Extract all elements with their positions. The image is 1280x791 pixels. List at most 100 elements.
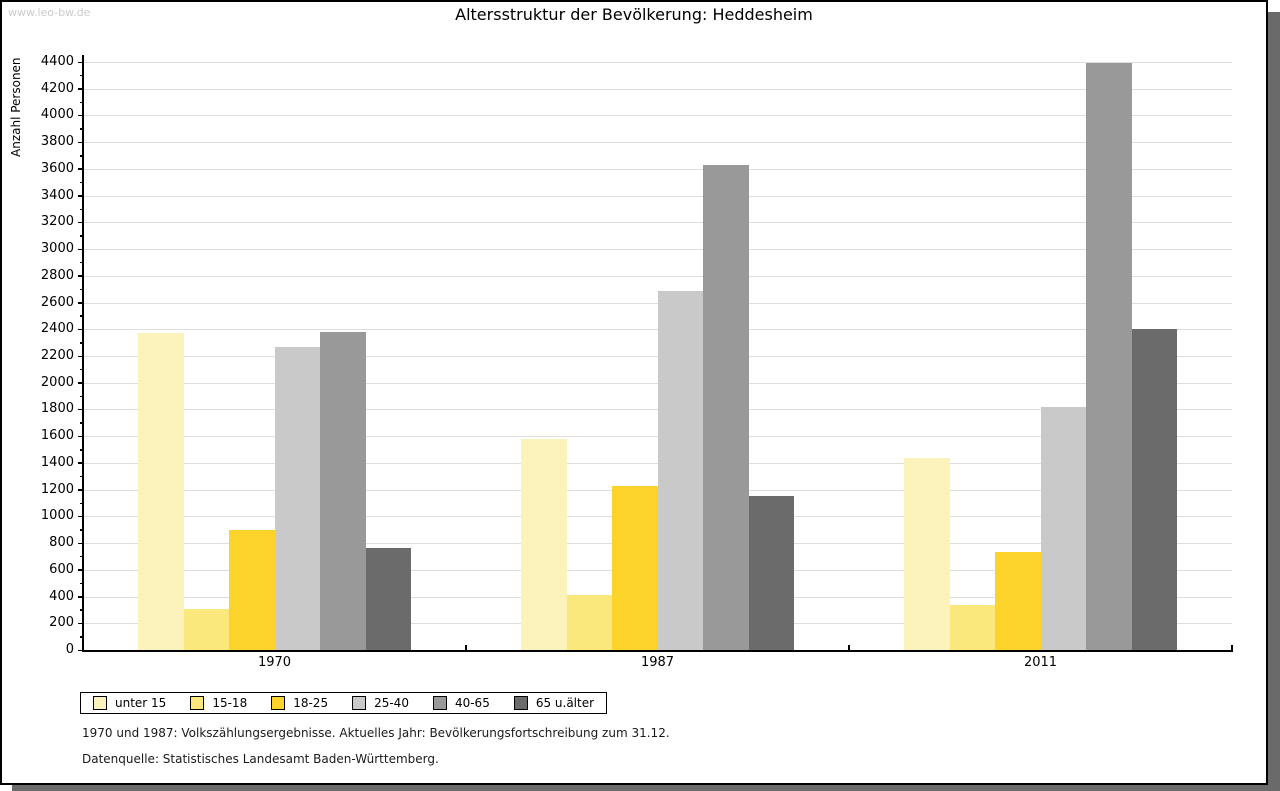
y-axis-tick-label: 600 bbox=[49, 561, 74, 577]
legend-item-40-65: 40-65 bbox=[432, 696, 490, 710]
legend-swatch-unter-15 bbox=[93, 696, 107, 710]
legend-label: 15-18 bbox=[212, 696, 248, 710]
y-axis-tick bbox=[78, 462, 83, 464]
y-axis-minor-tick bbox=[80, 368, 83, 371]
bar-25-40-1970 bbox=[274, 346, 320, 650]
legend-label: 25-40 bbox=[374, 696, 409, 710]
y-axis-minor-tick bbox=[80, 74, 83, 77]
y-gridline bbox=[84, 222, 1232, 224]
y-axis-tick-label: 1200 bbox=[40, 481, 74, 497]
legend-swatch-15-18 bbox=[190, 696, 205, 710]
x-axis-line bbox=[82, 650, 1233, 652]
legend-item-25-40: 25-40 bbox=[352, 696, 409, 710]
bar-25-40-1987 bbox=[657, 290, 703, 650]
bar-unter-15-1987 bbox=[521, 438, 567, 650]
y-axis-minor-tick bbox=[80, 475, 83, 478]
footnote-sources: 1970 und 1987: Volkszählungsergebnisse. … bbox=[82, 726, 670, 740]
y-axis-tick-label: 1600 bbox=[40, 428, 74, 444]
footnote-datasource: Datenquelle: Statistisches Landesamt Bad… bbox=[82, 752, 439, 766]
y-axis-tick-label: 3400 bbox=[40, 187, 74, 203]
legend-swatch-40-65 bbox=[432, 696, 447, 710]
y-axis-tick bbox=[78, 328, 83, 331]
bar-18-25-2011 bbox=[995, 552, 1041, 650]
legend-item-65-ue: 65 u.älter bbox=[513, 696, 595, 710]
y-axis-minor-tick bbox=[80, 315, 83, 317]
bar-40-65-2011 bbox=[1086, 63, 1132, 650]
bar-unter-15-2011 bbox=[904, 457, 950, 650]
y-axis-minor-tick bbox=[80, 128, 83, 130]
y-axis-minor-tick bbox=[80, 208, 83, 210]
y-axis-tick-label: 3800 bbox=[40, 134, 74, 150]
y-axis-tick-label: 2200 bbox=[40, 348, 74, 363]
y-axis-tick bbox=[78, 515, 83, 518]
watermark: www.leo-bw.de bbox=[8, 6, 91, 19]
y-axis-tick-label: 2800 bbox=[40, 267, 74, 283]
y-axis-tick-label: 0 bbox=[65, 642, 74, 657]
y-axis-minor-tick bbox=[80, 288, 83, 291]
y-axis-tick bbox=[78, 61, 83, 63]
legend-swatch-25-40 bbox=[352, 696, 367, 710]
y-axis-tick bbox=[78, 195, 83, 197]
y-axis-tick-label: 2400 bbox=[40, 321, 74, 337]
y-axis-tick bbox=[78, 141, 83, 144]
y-axis-tick bbox=[78, 435, 83, 438]
bar-unter-15-1970 bbox=[138, 333, 184, 650]
y-axis-tick-label: 3200 bbox=[40, 214, 74, 230]
y-axis-tick bbox=[78, 649, 83, 651]
y-axis-tick-label: 1400 bbox=[40, 454, 74, 470]
legend-item-18-25: 18-25 bbox=[271, 696, 328, 710]
y-axis-line bbox=[82, 55, 84, 652]
chart-title: Altersstruktur der Bevölkerung: Heddeshe… bbox=[455, 5, 813, 24]
y-axis-tick bbox=[78, 542, 83, 545]
x-axis-tick bbox=[848, 645, 850, 650]
legend-swatch-18-25 bbox=[271, 696, 286, 710]
y-gridline bbox=[84, 275, 1232, 277]
bar-65-u-lter-2011 bbox=[1131, 329, 1177, 650]
bar-18-25-1970 bbox=[229, 529, 275, 650]
bar-65-u-lter-1970 bbox=[365, 548, 411, 650]
legend-label: 65 u.älter bbox=[535, 696, 595, 710]
y-axis-minor-tick bbox=[80, 449, 83, 451]
legend-swatch-65-ue bbox=[513, 696, 528, 710]
y-axis-minor-tick bbox=[80, 101, 83, 104]
y-axis-tick-label: 4200 bbox=[40, 80, 74, 96]
y-gridline bbox=[84, 115, 1232, 117]
legend-item-15-18: 15-18 bbox=[190, 696, 247, 710]
y-gridline bbox=[84, 142, 1232, 144]
y-axis-tick bbox=[78, 114, 83, 117]
y-axis-minor-tick bbox=[80, 155, 83, 157]
y-axis-minor-tick bbox=[80, 261, 83, 264]
x-axis-tick bbox=[1231, 645, 1233, 650]
y-axis-minor-tick bbox=[80, 422, 83, 424]
y-axis-tick-label: 3000 bbox=[40, 241, 74, 257]
y-gridline bbox=[84, 195, 1232, 197]
plot-area: 1970 1987 2011 0 200 400 600 800 1000 1200 1400 160… bbox=[2, 2, 1266, 783]
legend: unter 15 15-18 18-25 25-40 40-65 65 u.äl… bbox=[80, 692, 608, 714]
y-axis-tick bbox=[78, 248, 83, 251]
y-axis-tick bbox=[78, 221, 83, 224]
bar-18-25-1987 bbox=[612, 485, 658, 650]
y-axis-tick bbox=[78, 168, 83, 170]
legend-label: unter 15 bbox=[115, 696, 167, 710]
y-axis-minor-tick bbox=[80, 555, 83, 558]
y-axis-tick-label: 2000 bbox=[40, 374, 74, 390]
bar-15-18-1987 bbox=[566, 595, 612, 650]
y-axis-tick bbox=[78, 408, 83, 411]
bar-40-65-1987 bbox=[703, 164, 749, 650]
y-axis-tick bbox=[78, 489, 83, 491]
legend-label: 18-25 bbox=[293, 696, 329, 710]
bar-25-40-2011 bbox=[1040, 406, 1086, 650]
y-axis-minor-tick bbox=[80, 181, 83, 184]
y-axis-minor-tick bbox=[80, 636, 83, 638]
y-axis-tick bbox=[78, 596, 83, 598]
y-axis-tick-label: 4400 bbox=[40, 54, 74, 69]
y-gridline bbox=[84, 62, 1232, 63]
y-axis-tick-label: 3600 bbox=[40, 160, 74, 176]
x-axis-tick bbox=[465, 645, 467, 650]
bar-15-18-2011 bbox=[949, 604, 995, 650]
bar-15-18-1970 bbox=[183, 608, 229, 650]
y-axis-tick-label: 4000 bbox=[40, 107, 74, 123]
y-axis-tick bbox=[78, 622, 83, 625]
y-axis-tick-label: 800 bbox=[49, 535, 74, 551]
